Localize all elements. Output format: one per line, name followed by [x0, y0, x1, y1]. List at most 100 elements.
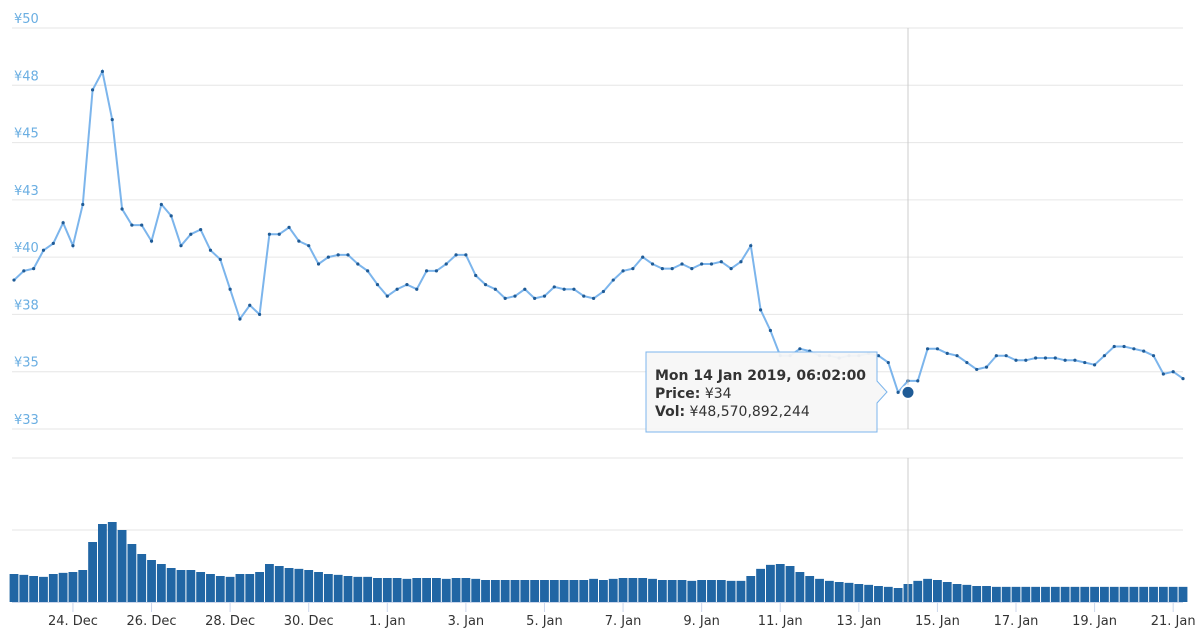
volume-bar	[667, 580, 677, 602]
price-point	[1112, 344, 1116, 349]
x-tick-label: 13. Jan	[836, 614, 881, 629]
volume-bar	[716, 580, 726, 602]
price-point	[935, 347, 940, 351]
volume-bar	[1070, 586, 1080, 602]
volume-bar	[795, 572, 805, 602]
price-point	[984, 365, 989, 369]
volume-bar	[736, 580, 746, 602]
price-point	[709, 262, 714, 266]
volume-bar	[88, 542, 97, 602]
price-point	[1083, 360, 1087, 365]
volume-bar	[1001, 586, 1011, 602]
tooltip-value: ¥34	[705, 386, 732, 402]
volume-bar	[58, 572, 68, 602]
price-point	[1161, 372, 1165, 376]
price-point	[405, 283, 409, 287]
price-point	[562, 287, 566, 291]
volume-bar	[854, 584, 864, 602]
volume-bar	[274, 566, 284, 602]
volume-bar	[422, 578, 431, 602]
highlight-point	[900, 384, 916, 400]
volume-bar	[1080, 586, 1090, 602]
price-point	[1171, 370, 1175, 374]
x-tick-label: 3. Jan	[448, 614, 485, 629]
price-point	[51, 241, 55, 245]
price-point	[1122, 344, 1126, 349]
price-point	[955, 354, 959, 358]
price-point	[366, 269, 370, 273]
price-point	[287, 225, 291, 229]
tooltip-row: Vol: ¥48,570,892,244	[655, 404, 810, 420]
volume-bar	[441, 578, 451, 602]
volume-bar	[255, 572, 264, 602]
volume-bar	[962, 584, 972, 602]
price-point	[729, 267, 733, 271]
y-tick-label: ¥40	[14, 241, 39, 256]
volume-bar	[1011, 586, 1021, 602]
price-point	[670, 267, 674, 271]
volume-bar	[942, 582, 952, 602]
price-point	[100, 69, 105, 74]
price-point	[591, 296, 596, 300]
volume-bar	[1109, 586, 1119, 602]
volume-bar	[500, 580, 510, 602]
volume-bar	[166, 568, 176, 602]
volume-bar	[314, 572, 323, 602]
price-point	[474, 273, 478, 278]
volume-bar	[294, 568, 304, 602]
price-point	[945, 351, 949, 355]
volume-bar	[225, 576, 235, 602]
price-point	[159, 202, 163, 207]
x-tick-label: 11. Jan	[758, 614, 803, 629]
volume-bar	[628, 578, 638, 602]
volume-bar	[638, 578, 648, 602]
volume-bar	[520, 580, 530, 602]
price-point	[12, 278, 16, 282]
price-point	[81, 202, 85, 207]
volume-bar	[284, 568, 294, 602]
volume-bar	[461, 578, 471, 602]
x-tick-label: 30. Dec	[284, 614, 334, 629]
volume-bar	[147, 560, 156, 602]
volume-bar	[874, 586, 883, 602]
price-point	[208, 248, 213, 252]
volume-bar	[373, 578, 382, 602]
volume-bar	[1041, 586, 1050, 602]
price-point	[483, 283, 488, 287]
price-point	[444, 262, 448, 266]
tooltip: Mon 14 Jan 2019, 06:02:00 Price: ¥34 Vol…	[645, 351, 888, 433]
price-point	[680, 262, 684, 266]
price-point	[1004, 354, 1008, 358]
price-point	[267, 232, 272, 236]
price-point	[179, 244, 183, 248]
price-point	[454, 253, 458, 257]
price-point	[1181, 376, 1185, 381]
price-point	[41, 248, 46, 252]
volume-bar	[933, 580, 942, 602]
volume-bar	[540, 580, 549, 602]
volume-bar	[766, 564, 775, 602]
volume-bar	[991, 586, 1001, 602]
price-point	[218, 257, 222, 262]
volume-bar	[215, 576, 225, 602]
volume-bar	[9, 574, 19, 602]
volume-bar	[137, 554, 147, 602]
price-point	[307, 244, 311, 248]
price-point	[513, 294, 517, 298]
volume-bar	[707, 580, 716, 602]
price-point	[90, 88, 95, 92]
price-point	[1092, 363, 1097, 367]
y-tick-label: ¥33	[14, 413, 39, 428]
volume-bar	[893, 588, 903, 602]
volume-bar	[363, 576, 373, 602]
price-point	[1142, 349, 1146, 353]
volume-bar	[1060, 586, 1070, 602]
price-point	[896, 390, 900, 394]
price-point	[582, 294, 586, 298]
volume-bar	[756, 568, 765, 602]
volume-bar	[412, 578, 422, 602]
price-point	[660, 267, 664, 271]
x-tick-label: 9. Jan	[683, 614, 720, 629]
volume-bar	[1031, 586, 1041, 602]
volume-bar	[972, 586, 982, 602]
